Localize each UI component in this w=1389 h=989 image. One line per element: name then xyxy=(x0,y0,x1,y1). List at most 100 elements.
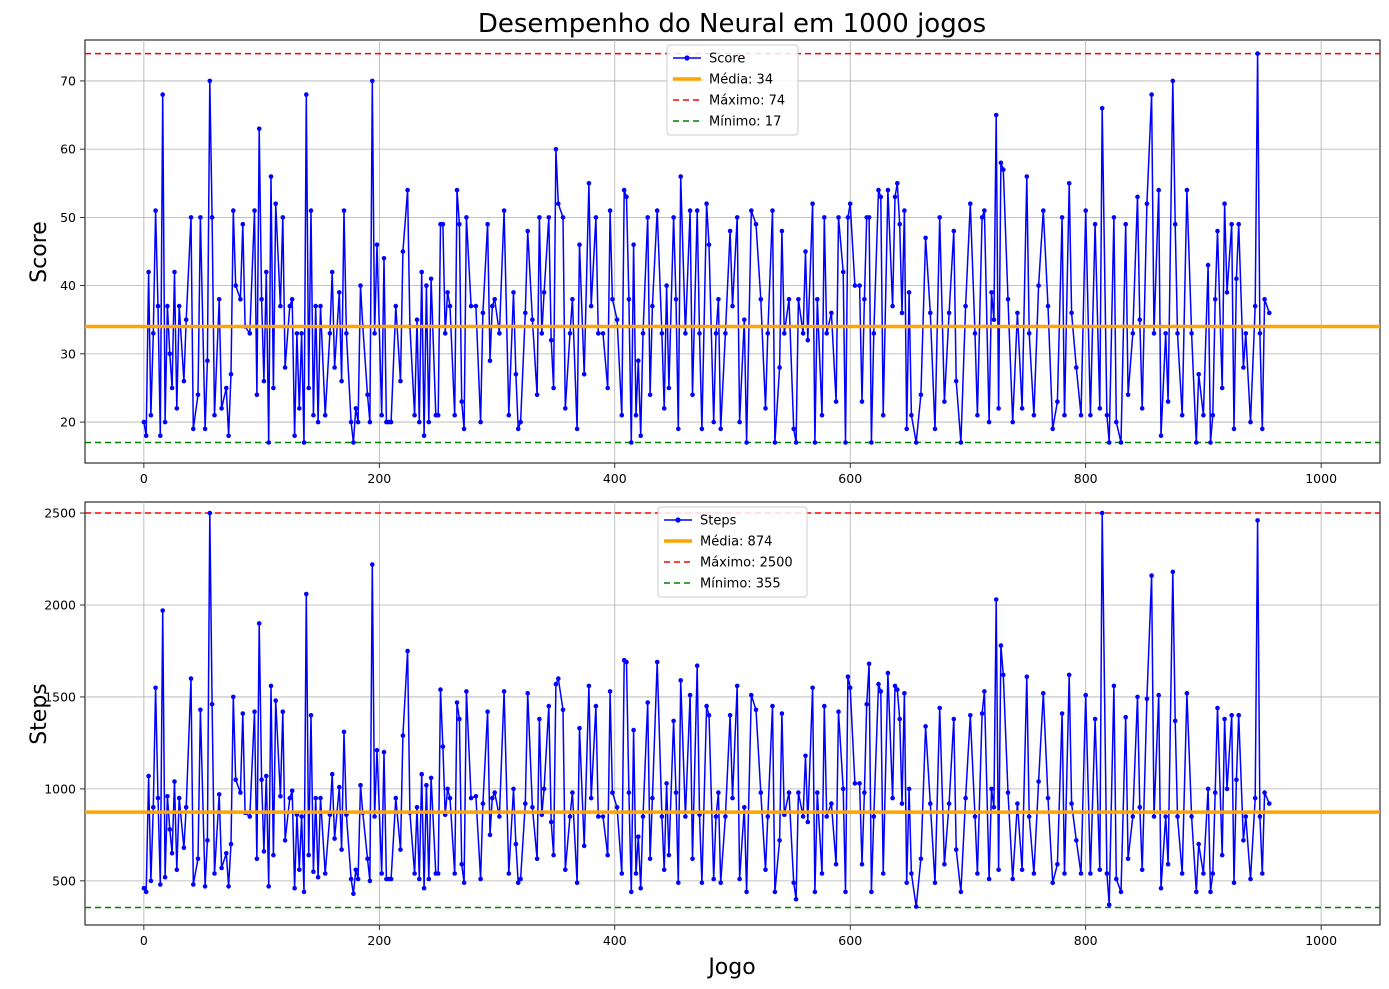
steps-data-point xyxy=(574,880,580,885)
score-data-point xyxy=(836,215,841,220)
steps-y-tick-label: 500 xyxy=(52,873,76,888)
steps-data-point xyxy=(358,782,363,788)
score-data-point xyxy=(1219,385,1225,391)
steps-data-point xyxy=(351,891,356,896)
score-data-point xyxy=(859,399,865,404)
score-data-point xyxy=(862,297,867,302)
steps-data-point xyxy=(968,713,973,718)
steps-data-point xyxy=(1106,902,1112,908)
score-data-point xyxy=(1114,419,1119,425)
score-data-point xyxy=(417,419,422,425)
steps-data-point xyxy=(301,889,307,895)
score-data-point xyxy=(946,310,952,316)
steps-data-point xyxy=(256,621,262,626)
steps-data-point xyxy=(847,685,853,691)
steps-data-point xyxy=(480,801,486,806)
score-data-point xyxy=(461,426,467,432)
steps-data-point xyxy=(551,852,556,858)
score-data-point xyxy=(734,215,740,220)
steps-data-point xyxy=(563,867,568,873)
steps-data-point xyxy=(1205,786,1211,792)
steps-data-point xyxy=(638,885,643,891)
steps-data-point xyxy=(718,880,723,885)
score-data-point xyxy=(647,392,653,398)
score-data-point xyxy=(661,406,667,411)
steps-data-point xyxy=(1236,713,1241,718)
score-data-point xyxy=(1066,181,1072,186)
steps-data-point xyxy=(1104,871,1110,876)
steps-data-point xyxy=(1001,672,1006,678)
steps-data-point xyxy=(614,805,620,810)
score-data-point xyxy=(313,303,319,309)
score-data-point xyxy=(673,297,679,302)
score-data-point xyxy=(791,426,796,432)
score-data-point xyxy=(803,249,808,254)
score-data-point xyxy=(991,317,997,323)
steps-data-point xyxy=(207,510,213,516)
steps-data-point xyxy=(958,889,964,895)
score-data-point xyxy=(273,201,279,206)
score-data-point xyxy=(744,440,749,445)
score-data-point xyxy=(487,358,493,364)
score-data-point xyxy=(1125,392,1131,398)
score-data-point xyxy=(1078,412,1084,418)
score-data-point xyxy=(824,331,829,336)
steps-legend-label: Média: 874 xyxy=(700,535,772,550)
score-data-point xyxy=(398,378,403,384)
steps-data-point xyxy=(803,753,808,759)
steps-data-point xyxy=(266,884,272,889)
score-data-point xyxy=(539,331,545,336)
score-data-point xyxy=(671,215,676,220)
steps-y-axis-label: Steps xyxy=(27,683,52,745)
score-data-point xyxy=(424,283,429,288)
steps-data-point xyxy=(1210,871,1216,876)
steps-data-point xyxy=(515,880,521,885)
score-data-point xyxy=(468,303,474,309)
steps-data-point xyxy=(1092,716,1098,722)
score-data-point xyxy=(1231,426,1237,432)
score-data-point xyxy=(158,433,163,439)
score-data-point xyxy=(478,419,483,425)
steps-data-point xyxy=(763,867,768,873)
steps-data-point xyxy=(993,597,999,602)
steps-data-point xyxy=(560,707,566,713)
steps-data-point xyxy=(181,845,187,851)
steps-data-point xyxy=(445,786,450,792)
steps-data-point xyxy=(191,882,196,887)
score-data-point xyxy=(525,228,530,234)
steps-data-point xyxy=(923,724,928,729)
steps-y-tick-label: 2000 xyxy=(44,597,76,612)
steps-y-tick-label: 1000 xyxy=(44,781,76,796)
score-data-point xyxy=(546,215,552,220)
score-data-point xyxy=(749,208,754,213)
score-data-point xyxy=(982,208,987,213)
score-data-point xyxy=(1137,317,1143,323)
steps-data-point xyxy=(676,880,681,885)
steps-data-point xyxy=(278,794,283,799)
score-data-point xyxy=(191,426,196,432)
steps-data-point xyxy=(711,876,716,882)
steps-data-point xyxy=(687,692,693,698)
score-data-point xyxy=(457,221,462,227)
steps-data-point xyxy=(1234,777,1239,782)
score-data-point xyxy=(1236,221,1241,227)
steps-data-point xyxy=(464,689,469,694)
score-data-point xyxy=(1210,412,1216,418)
score-data-point xyxy=(1151,331,1157,336)
score-data-point xyxy=(1015,310,1020,316)
steps-data-point xyxy=(727,713,733,718)
steps-data-point xyxy=(304,591,309,597)
steps-data-point xyxy=(897,716,902,722)
score-data-point xyxy=(581,372,587,377)
score-data-point xyxy=(772,440,778,445)
steps-data-point xyxy=(683,814,688,819)
score-data-point xyxy=(871,331,877,336)
score-data-point xyxy=(1260,426,1265,432)
steps-data-point xyxy=(1189,814,1194,819)
steps-data-point xyxy=(414,805,420,810)
score-data-point xyxy=(822,215,827,220)
steps-data-point xyxy=(906,786,912,792)
steps-data-point xyxy=(633,871,639,876)
steps-legend-label: Mínimo: 355 xyxy=(700,577,781,592)
score-data-point xyxy=(1019,406,1025,411)
